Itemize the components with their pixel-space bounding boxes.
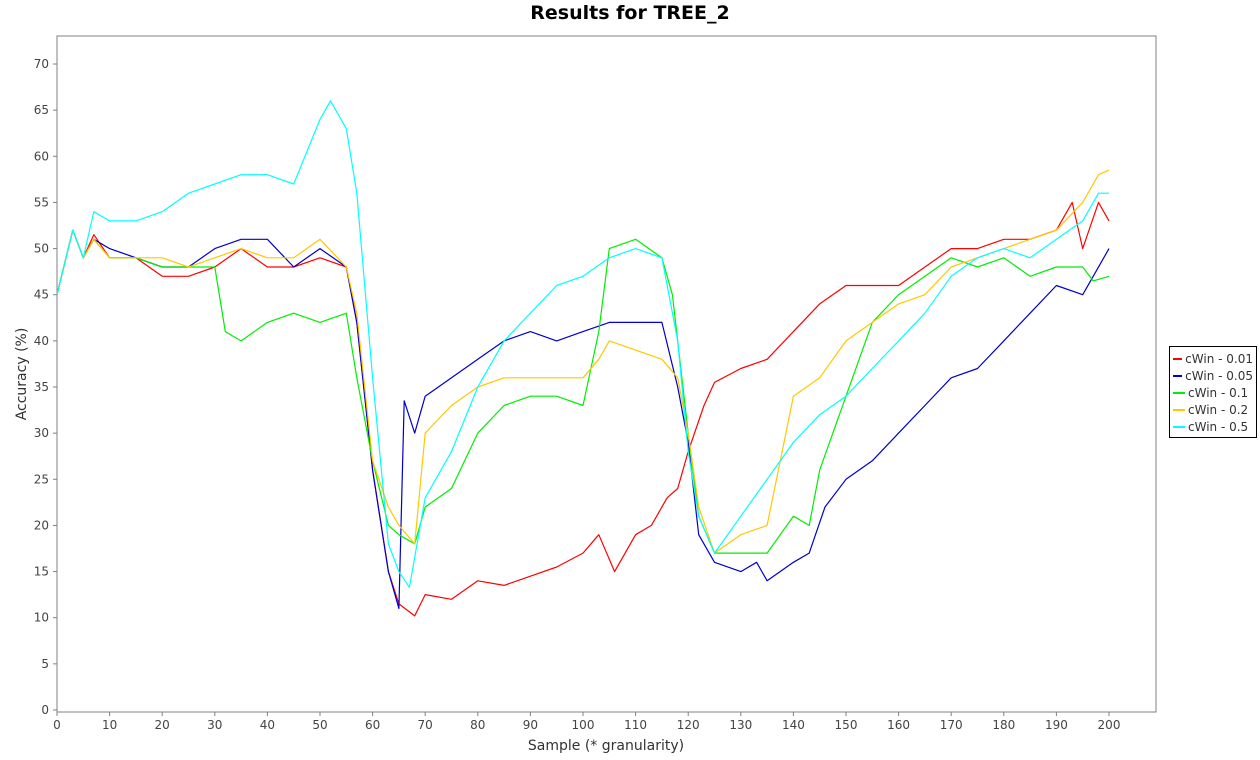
x-tick-label: 170 <box>940 718 963 732</box>
x-tick-label: 60 <box>365 718 380 732</box>
series-line-1 <box>56 201 1110 617</box>
y-tick-label: 5 <box>41 657 49 671</box>
y-tick-label: 50 <box>34 242 49 256</box>
y-tick-label: 45 <box>34 288 49 302</box>
x-tick-label: 190 <box>1045 718 1068 732</box>
y-tick-label: 25 <box>34 472 49 486</box>
legend-label: cWin - 0.1 <box>1188 385 1249 400</box>
x-tick-label: 10 <box>102 718 117 732</box>
x-tick-label: 140 <box>782 718 805 732</box>
legend-swatch <box>1173 357 1183 360</box>
series-line-4 <box>56 169 1110 554</box>
legend: cWin - 0.01 cWin - 0.05 cWin - 0.1 cWin - 0… <box>1169 346 1257 438</box>
plot-area <box>56 35 1157 713</box>
legend-label: cWin - 0.2 <box>1188 402 1249 417</box>
x-tick-label: 130 <box>729 718 752 732</box>
x-tick-label: 120 <box>677 718 700 732</box>
legend-label: cWin - 0.5 <box>1188 419 1249 434</box>
y-tick-label: 0 <box>41 703 49 717</box>
series-line-3 <box>56 229 1110 554</box>
x-tick-label: 200 <box>1098 718 1121 732</box>
legend-swatch <box>1173 425 1185 428</box>
x-tick-label: 70 <box>418 718 433 732</box>
legend-item: cWin - 0.1 <box>1173 384 1253 401</box>
legend-label: cWin - 0.05 <box>1185 368 1253 383</box>
series-line-2 <box>56 229 1110 610</box>
legend-swatch <box>1173 391 1185 394</box>
x-tick-label: 40 <box>260 718 275 732</box>
y-axis: 0 5 10 15 20 25 30 35 40 45 50 55 60 65 70 <box>34 57 57 717</box>
y-tick-label: 55 <box>34 195 49 209</box>
x-axis-label: Sample (* granularity) <box>528 738 684 754</box>
x-axis: 0 10 20 30 40 50 60 70 80 90 100 110 120 130 140 150 160… <box>53 712 1120 732</box>
y-axis-label: Accuracy (%) <box>14 328 30 421</box>
series-layer <box>56 100 1110 617</box>
y-tick-label: 15 <box>34 565 49 579</box>
x-tick-label: 30 <box>207 718 222 732</box>
y-tick-label: 35 <box>34 380 49 394</box>
y-tick-label: 40 <box>34 334 49 348</box>
x-tick-label: 180 <box>992 718 1015 732</box>
legend-item: cWin - 0.2 <box>1173 401 1253 418</box>
x-tick-label: 80 <box>470 718 485 732</box>
x-tick-label: 100 <box>572 718 595 732</box>
y-tick-label: 10 <box>34 611 49 625</box>
x-tick-label: 0 <box>53 718 61 732</box>
legend-label: cWin - 0.01 <box>1185 351 1253 366</box>
y-tick-label: 70 <box>34 57 49 71</box>
chart-title: Results for TREE_2 <box>530 2 730 24</box>
x-tick-label: 160 <box>887 718 910 732</box>
y-tick-label: 20 <box>34 518 49 532</box>
legend-item: cWin - 0.5 <box>1173 418 1253 435</box>
series-line-5 <box>56 100 1109 588</box>
legend-item: cWin - 0.01 <box>1173 350 1253 367</box>
x-tick-label: 20 <box>155 718 170 732</box>
y-tick-label: 30 <box>34 426 49 440</box>
legend-swatch <box>1173 408 1185 411</box>
x-tick-label: 110 <box>624 718 647 732</box>
x-tick-label: 150 <box>835 718 858 732</box>
x-tick-label: 50 <box>312 718 327 732</box>
y-tick-label: 65 <box>34 103 49 117</box>
legend-swatch <box>1173 374 1183 377</box>
legend-item: cWin - 0.05 <box>1173 367 1253 384</box>
y-tick-label: 60 <box>34 149 49 163</box>
x-tick-label: 90 <box>523 718 538 732</box>
